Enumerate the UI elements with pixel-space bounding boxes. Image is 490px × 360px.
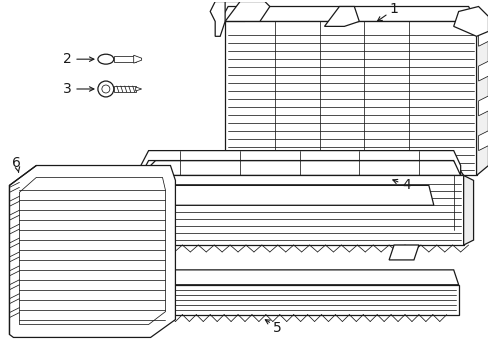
Polygon shape (464, 175, 473, 245)
Polygon shape (171, 185, 434, 205)
Text: 6: 6 (12, 156, 21, 170)
Polygon shape (20, 177, 166, 324)
Polygon shape (454, 6, 489, 36)
Polygon shape (141, 161, 464, 175)
Circle shape (102, 85, 110, 93)
Polygon shape (479, 26, 489, 46)
Polygon shape (225, 1, 270, 21)
Polygon shape (134, 55, 142, 63)
Polygon shape (479, 96, 489, 116)
Polygon shape (131, 175, 141, 260)
Text: 2: 2 (63, 52, 72, 66)
Polygon shape (131, 270, 459, 285)
Polygon shape (114, 86, 136, 92)
Text: 1: 1 (390, 3, 398, 17)
Polygon shape (136, 87, 142, 91)
Polygon shape (9, 166, 175, 337)
Polygon shape (114, 56, 136, 62)
Polygon shape (131, 285, 459, 315)
Polygon shape (389, 245, 419, 260)
Polygon shape (220, 6, 477, 21)
Ellipse shape (98, 54, 114, 64)
Text: 5: 5 (273, 320, 282, 334)
Polygon shape (136, 150, 461, 175)
Polygon shape (220, 1, 245, 21)
Polygon shape (479, 131, 489, 150)
Polygon shape (210, 1, 225, 36)
Polygon shape (141, 175, 464, 245)
Polygon shape (131, 171, 155, 260)
Polygon shape (324, 6, 359, 26)
Circle shape (98, 81, 114, 97)
Text: 3: 3 (63, 82, 72, 96)
Polygon shape (225, 21, 477, 175)
Polygon shape (477, 21, 489, 175)
Polygon shape (479, 61, 489, 81)
Text: 4: 4 (403, 179, 412, 192)
